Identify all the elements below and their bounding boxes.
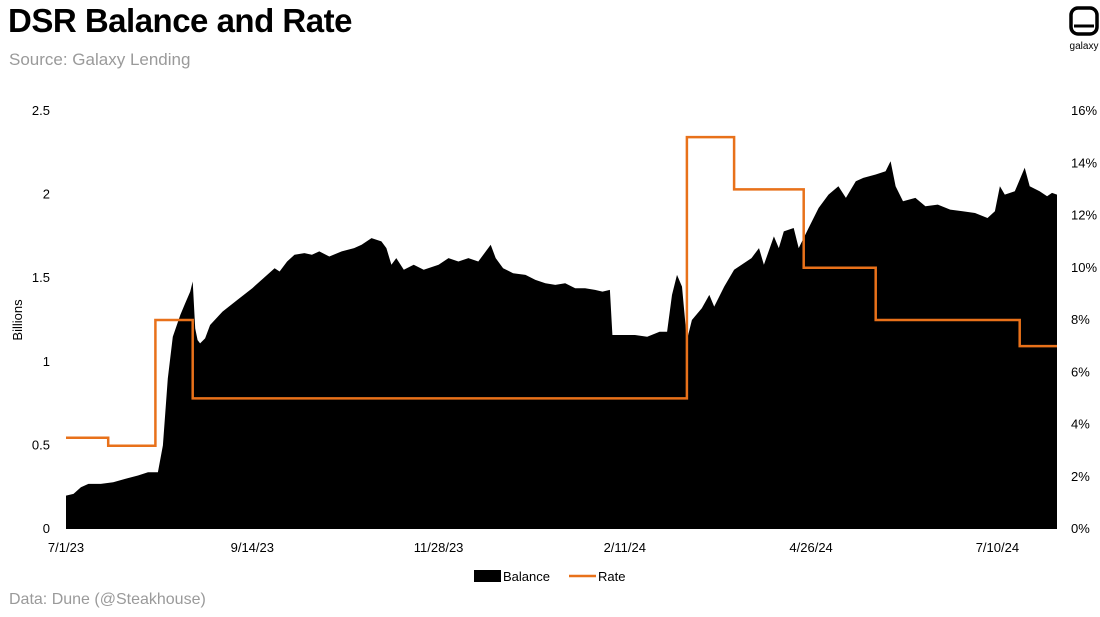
y-axis-title: Billions [10,299,25,341]
data-source-note: Data: Dune (@Steakhouse) [9,591,206,608]
y2-tick-label: 2% [1071,469,1090,484]
x-tick-label: 11/28/23 [414,540,464,555]
chart-subtitle: Source: Galaxy Lending [9,50,191,69]
y2-tick-label: 6% [1071,364,1090,379]
y-tick-label: 1.5 [32,270,50,285]
logo-text: galaxy [1069,41,1099,52]
y-tick-label: 0 [43,521,50,536]
legend: Balance Rate [474,569,625,584]
galaxy-logo: galaxy [1064,4,1100,56]
x-tick-label: 7/1/23 [48,540,84,555]
y2-tick-label: 10% [1071,260,1097,275]
legend-balance-swatch [474,570,501,582]
legend-balance-label: Balance [503,569,550,584]
x-tick-label: 7/10/24 [976,540,1019,555]
y2-tick-label: 8% [1071,312,1090,327]
y-tick-label: 0.5 [32,437,50,452]
rate-line [66,135,1057,447]
y-tick-label: 1 [43,354,50,369]
y-tick-label: 2.5 [32,103,50,118]
plot-area [66,135,1057,529]
y2-tick-label: 16% [1071,103,1097,118]
x-tick-label: 9/14/23 [231,540,274,555]
y-tick-label: 2 [43,187,50,202]
y2-tick-label: 0% [1071,521,1090,536]
galaxy-logo-icon [1069,6,1099,36]
chart-title: DSR Balance and Rate [8,2,352,39]
x-tick-label: 2/11/24 [604,540,646,555]
legend-rate-label: Rate [598,569,625,584]
axes: 0 0.5 1 1.5 2 2.5 0% 2% 4% 6% 8% 10% 12% 14% 16% 7/1/23… [32,103,1098,555]
y2-tick-label: 4% [1071,417,1090,432]
x-tick-label: 4/26/24 [789,540,832,555]
y2-tick-label: 12% [1071,208,1097,223]
y2-tick-label: 14% [1071,155,1097,170]
balance-area [66,161,1057,529]
